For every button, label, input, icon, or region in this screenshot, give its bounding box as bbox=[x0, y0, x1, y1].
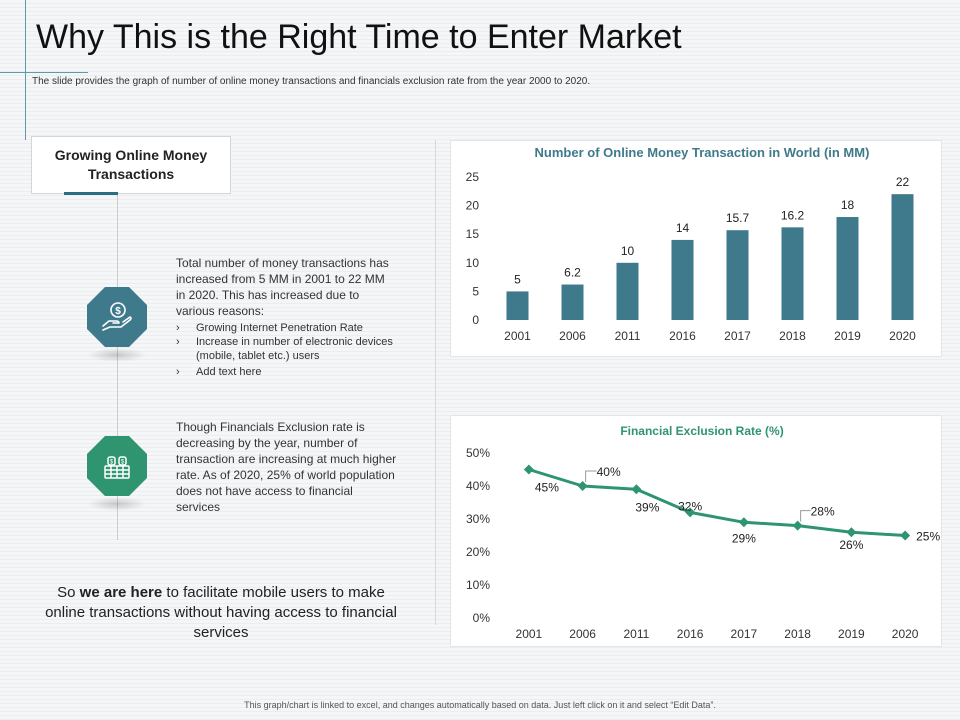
data-point bbox=[738, 517, 749, 528]
closing-post: to facilitate mobile users to make onlin… bbox=[45, 584, 397, 641]
bar bbox=[616, 262, 639, 320]
data-point bbox=[523, 464, 534, 475]
label-leader-line bbox=[800, 510, 811, 522]
bar bbox=[726, 230, 749, 320]
x-tick-label: 2017 bbox=[731, 627, 758, 641]
data-label: 39% bbox=[635, 500, 659, 514]
list-item: Increase in number of electronic devices… bbox=[176, 335, 416, 363]
data-label: 5 bbox=[514, 272, 521, 286]
bar bbox=[836, 217, 859, 320]
data-point bbox=[900, 530, 911, 541]
data-label: 22 bbox=[896, 175, 910, 189]
y-tick-label: 0% bbox=[473, 611, 491, 625]
x-tick-label: 2020 bbox=[889, 329, 916, 343]
data-label: 45% bbox=[535, 481, 559, 495]
money-hand-icon: $ bbox=[87, 287, 147, 347]
slide-title: Why This is the Right Time to Enter Mark… bbox=[36, 18, 682, 56]
x-tick-label: 2016 bbox=[677, 627, 704, 641]
list-item: Growing Internet Penetration Rate bbox=[176, 321, 416, 335]
y-tick-label: 40% bbox=[466, 479, 490, 493]
slide-subtitle: The slide provides the graph of number o… bbox=[32, 76, 591, 87]
line-chart-title: Financial Exclusion Rate (%) bbox=[620, 424, 783, 438]
data-label: 25% bbox=[916, 530, 940, 544]
bar bbox=[506, 291, 529, 320]
svg-text:$: $ bbox=[115, 306, 121, 317]
x-tick-label: 2018 bbox=[784, 627, 811, 641]
reasons-list: Growing Internet Penetration Rate Increa… bbox=[176, 321, 416, 379]
block2-text: Though Financials Exclusion rate is decr… bbox=[176, 420, 397, 514]
data-label: 18 bbox=[841, 198, 855, 212]
x-tick-label: 2016 bbox=[669, 329, 696, 343]
timeline-line bbox=[117, 195, 118, 540]
list-item: Add text here bbox=[176, 365, 416, 379]
icon-shadow bbox=[87, 348, 147, 362]
svg-text:$: $ bbox=[110, 460, 114, 466]
heading-underline bbox=[64, 192, 118, 195]
line-chart-background bbox=[450, 415, 942, 647]
y-tick-label: 10 bbox=[466, 256, 480, 270]
decor-horizontal-line bbox=[0, 72, 88, 73]
y-tick-label: 25 bbox=[466, 170, 480, 184]
section-heading-box: Growing Online Money Transactions bbox=[31, 136, 231, 194]
decor-vertical-line bbox=[25, 0, 26, 140]
bar-chart-background bbox=[450, 140, 942, 357]
data-point bbox=[792, 520, 803, 531]
y-tick-label: 50% bbox=[466, 446, 490, 460]
label-leader-line bbox=[585, 470, 597, 482]
data-label: 14 bbox=[676, 221, 690, 235]
closing-pre: So bbox=[57, 584, 80, 601]
series-line bbox=[528, 468, 906, 537]
y-tick-label: 20 bbox=[466, 199, 480, 213]
closing-emphasis: we are here bbox=[79, 584, 163, 601]
x-tick-label: 2006 bbox=[569, 627, 596, 641]
footer-note: This graph/chart is linked to excel, and… bbox=[244, 700, 716, 710]
x-tick-label: 2019 bbox=[838, 627, 865, 641]
x-tick-label: 2011 bbox=[615, 329, 641, 343]
block1-text: Total number of money transactions has i… bbox=[176, 256, 389, 318]
bar-chart-title: Number of Online Money Transaction in Wo… bbox=[535, 145, 870, 160]
cash-wallet-icon: $ $ bbox=[87, 436, 147, 496]
bar bbox=[671, 239, 694, 320]
data-label: 10 bbox=[621, 244, 635, 258]
x-tick-label: 2006 bbox=[559, 329, 586, 343]
data-point bbox=[685, 507, 696, 518]
data-point bbox=[846, 527, 857, 538]
svg-text:$: $ bbox=[121, 460, 125, 466]
section-heading: Growing Online Money Transactions bbox=[54, 147, 208, 182]
y-tick-label: 15 bbox=[466, 227, 480, 241]
y-tick-label: 20% bbox=[466, 545, 490, 559]
x-tick-label: 2020 bbox=[892, 627, 919, 641]
data-label: 26% bbox=[839, 538, 863, 552]
bar bbox=[561, 284, 584, 320]
bar bbox=[781, 227, 804, 320]
data-label: 6.2 bbox=[564, 266, 581, 280]
y-tick-label: 0 bbox=[472, 313, 479, 327]
y-tick-label: 10% bbox=[466, 578, 490, 592]
data-label: 40% bbox=[597, 465, 621, 479]
icon-shadow bbox=[87, 497, 147, 511]
data-point bbox=[631, 484, 642, 495]
bar bbox=[891, 194, 914, 320]
data-label: 29% bbox=[732, 531, 756, 545]
panel-divider bbox=[435, 140, 436, 625]
x-tick-label: 2001 bbox=[516, 627, 543, 641]
x-tick-label: 2001 bbox=[504, 329, 531, 343]
x-tick-label: 2017 bbox=[724, 329, 751, 343]
x-tick-label: 2018 bbox=[779, 329, 806, 343]
y-tick-label: 5 bbox=[472, 284, 479, 298]
data-label: 16.2 bbox=[781, 208, 805, 222]
closing-statement: So we are here to facilitate mobile user… bbox=[40, 583, 402, 643]
y-tick-label: 30% bbox=[466, 512, 490, 526]
data-label: 15.7 bbox=[726, 211, 750, 225]
data-point bbox=[577, 481, 588, 491]
x-tick-label: 2011 bbox=[623, 627, 649, 641]
x-tick-label: 2019 bbox=[834, 329, 861, 343]
data-label: 32% bbox=[678, 499, 702, 513]
data-label: 28% bbox=[811, 505, 835, 519]
